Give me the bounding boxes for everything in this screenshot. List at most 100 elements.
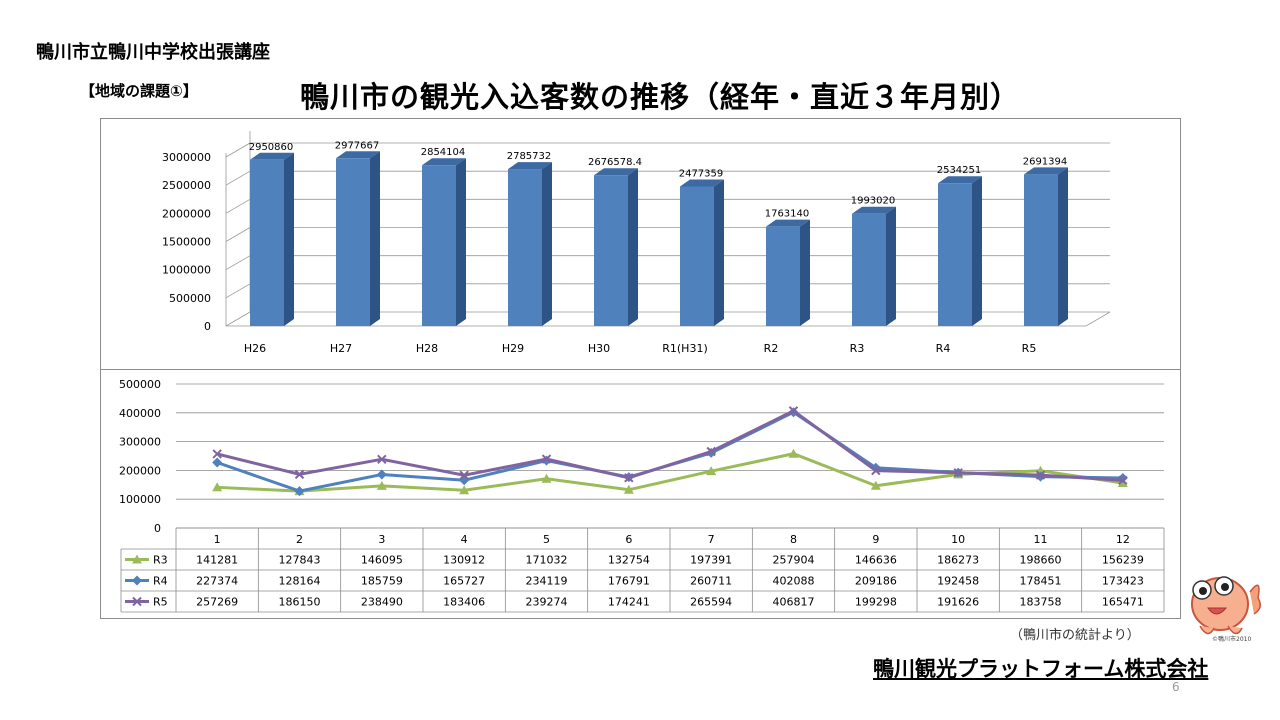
gridline-diagonal: [225, 311, 251, 327]
bar: [766, 226, 800, 326]
legend-marker-R5: [132, 596, 142, 607]
table-cell: 132754: [608, 554, 650, 567]
series-point-R5: [294, 469, 305, 480]
source-note: （鴨川市の統計より）: [1010, 628, 1140, 643]
table-cell: 127843: [279, 554, 321, 567]
series-point-R3: [541, 473, 552, 483]
y-tick-label: 3000000: [162, 151, 211, 164]
y-tick-label: 500000: [169, 292, 211, 305]
mascot-copyright: ©鴨川市2010: [1212, 636, 1252, 643]
table-cell: 141281: [196, 554, 238, 567]
x-tick-label: 8: [790, 533, 797, 546]
y-tick-label: 400000: [119, 407, 161, 420]
x-tick-label: 6: [625, 533, 632, 546]
table-cell: 238490: [361, 596, 403, 609]
x-tick-label: R2: [764, 342, 779, 355]
x-tick-label: R3: [850, 342, 865, 355]
data-label: 2676578.4: [588, 157, 642, 168]
series-point-R3: [212, 482, 223, 492]
mascot-illustration: [1180, 568, 1265, 646]
series-point-R5: [1118, 475, 1128, 486]
series-point-R5: [377, 454, 387, 465]
company-name: 鴨川観光プラットフォーム株式会社: [873, 657, 1209, 681]
bar-top: [250, 152, 294, 160]
y-tick-label: 2000000: [162, 207, 211, 220]
x-tick-label: H30: [588, 342, 610, 355]
gridline-diagonal: [225, 170, 251, 186]
series-point-R3: [376, 480, 387, 490]
table-cell: 191626: [937, 596, 979, 609]
table-cell: 265594: [690, 596, 732, 609]
table-cell: 178451: [1020, 575, 1062, 588]
table-cell: 197391: [690, 554, 732, 567]
legend-label: R3: [153, 554, 168, 567]
bar-top: [336, 151, 380, 159]
table-cell: 130912: [443, 554, 485, 567]
table-cell: 165471: [1102, 596, 1144, 609]
series-point-R5: [953, 468, 963, 478]
data-label: 2691394: [1023, 156, 1068, 167]
bar-side: [1058, 167, 1068, 326]
x-tick-label: 3: [378, 533, 385, 546]
bar-side: [800, 219, 810, 326]
table-cell: 146095: [361, 554, 403, 567]
x-tick-label: 4: [461, 533, 468, 546]
gridline-diagonal: [225, 142, 251, 158]
gridline-diagonal: [225, 283, 251, 299]
page-number: 6: [1172, 680, 1180, 694]
bar-side: [456, 158, 466, 326]
series-line-R5: [216, 409, 1123, 482]
table-cell: 185759: [361, 575, 403, 588]
table-cell: 234119: [526, 575, 568, 588]
table-cell: 199298: [855, 596, 897, 609]
bar: [852, 213, 886, 326]
gridline-diagonal: [225, 198, 251, 214]
bar-top: [508, 162, 552, 170]
series-point-R5: [706, 446, 716, 457]
series-point-R5: [788, 406, 799, 416]
bar-side: [972, 176, 982, 326]
bar: [938, 183, 972, 326]
bar: [422, 165, 456, 326]
legend-label: R5: [153, 596, 168, 609]
y-tick-label: 1500000: [162, 236, 211, 249]
bar-top: [766, 219, 810, 227]
x-tick-label: 5: [543, 533, 550, 546]
table-cell: 209186: [855, 575, 897, 588]
bar-top: [852, 206, 896, 214]
legend-marker-R3: [132, 554, 142, 564]
x-tick-label: H27: [330, 342, 352, 355]
series-point-R5: [459, 470, 469, 480]
table-cell: 176791: [608, 575, 650, 588]
bar-side: [886, 206, 896, 326]
data-label: 2950860: [249, 142, 294, 153]
table-cell: 173423: [1102, 575, 1144, 588]
table-cell: 406817: [773, 596, 815, 609]
x-tick-label: R1(H31): [662, 342, 708, 355]
bar-side: [628, 168, 638, 326]
series-point-R3: [623, 484, 634, 494]
x-tick-label: H26: [244, 342, 266, 355]
data-label: 2477359: [679, 168, 724, 179]
series-point-R4: [294, 486, 305, 497]
bar-top: [1024, 167, 1068, 175]
bar-chart: 0 500000 1000000 1500000 2000000 2500000 30000…: [162, 131, 1111, 355]
table-cell: 198660: [1020, 554, 1062, 567]
table-cell: 186273: [937, 554, 979, 567]
data-label: 2854104: [421, 147, 466, 158]
x-tick-label: H28: [416, 342, 438, 355]
x-tick-label: 2: [296, 533, 303, 546]
y-tick-label: 1000000: [162, 264, 211, 277]
x-tick-label: H29: [502, 342, 524, 355]
series-point-R3: [870, 480, 881, 490]
series-point-R4: [212, 457, 223, 468]
table-cell: 186150: [279, 596, 321, 609]
bar-top: [422, 158, 466, 166]
table-cell: 171032: [526, 554, 568, 567]
table-cell: 183758: [1020, 596, 1062, 609]
gridline-diagonal: [225, 255, 251, 271]
bar: [250, 159, 284, 326]
series-point-R5: [1035, 470, 1046, 480]
series-point-R5: [541, 454, 552, 464]
